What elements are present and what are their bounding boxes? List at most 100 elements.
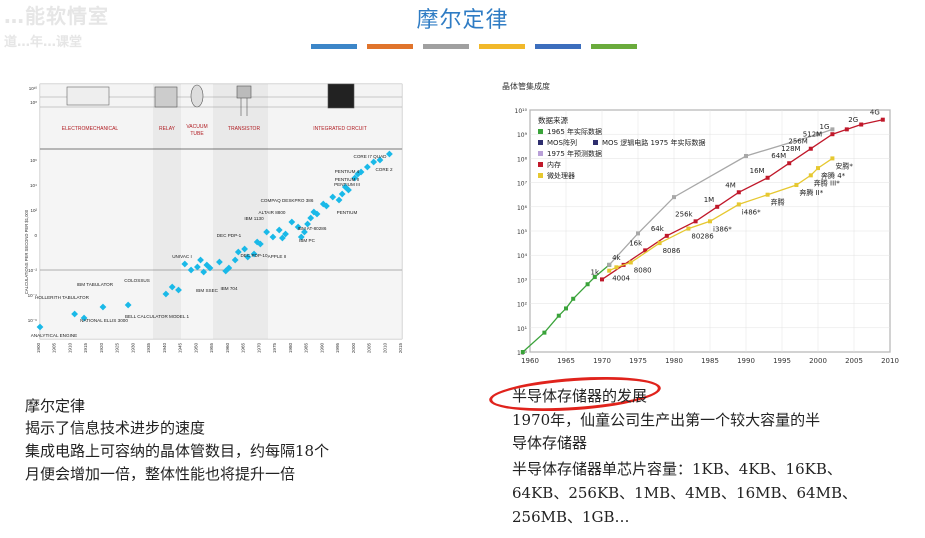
series-marker [830, 127, 835, 132]
x-tick-label: 1930 [130, 342, 135, 353]
x-tick-label: 1995 [335, 342, 340, 353]
data-point [193, 263, 201, 271]
series-marker [816, 166, 820, 171]
band-label: RELAY [159, 126, 176, 132]
relay-icon [154, 86, 178, 108]
y-axis-label: CALCULATIONS PER SECOND PER $1,000 [24, 209, 29, 294]
series-marker [765, 175, 770, 180]
point-label: 4k [612, 254, 621, 262]
x-tick-label: 1985 [701, 357, 719, 365]
y-tick-label: 10⁶ [30, 158, 37, 163]
series-marker [744, 153, 748, 158]
series-marker [693, 219, 698, 224]
legend-label: 1965 年实际数据 [547, 127, 602, 136]
series-marker [787, 161, 792, 166]
y-tick-label: 10¹⁰ [515, 108, 528, 115]
milestone-annotation: ANALYTICAL ENGINE [31, 333, 77, 338]
point-label: 4G [870, 109, 880, 117]
milestone-annotation: IBM 1130 [244, 216, 264, 221]
band-label: TUBE [190, 131, 204, 137]
x-tick-label: 1985 [304, 342, 309, 353]
data-point [175, 286, 182, 294]
legend-label: 1975 年预测数据 [547, 149, 602, 158]
data-point [225, 264, 233, 272]
right-text-line: 64KB、256KB、1MB、4MB、16MB、64MB、 [512, 484, 857, 502]
series-marker [542, 330, 547, 335]
legend-label: 微处理器 [547, 171, 575, 180]
data-point [234, 248, 242, 256]
series-marker [571, 296, 576, 301]
point-label: 奔腾 [771, 198, 785, 207]
series-marker [628, 260, 633, 265]
x-tick-label: 2005 [845, 357, 863, 365]
data-point [323, 202, 330, 210]
right-text-line: 半导体存储器单芯片容量：1KB、4KB、16KB、 [512, 460, 842, 478]
data-point [181, 260, 189, 268]
data-point [187, 266, 195, 274]
data-point [80, 314, 88, 322]
y-tick-label: 10⁷ [517, 181, 528, 188]
x-tick-label: 1905 [52, 342, 57, 353]
left-text-heading: 摩尔定律 [25, 397, 86, 415]
point-label: 256M [788, 138, 807, 146]
x-tick-label: 1980 [288, 342, 293, 353]
series-marker [808, 146, 813, 151]
y-tick-label: 10¹ [517, 326, 528, 333]
series-marker [808, 173, 813, 178]
point-label: 8080 [634, 266, 652, 274]
vacuum-tube-icon [190, 84, 204, 108]
x-tick-label: 1935 [146, 342, 151, 353]
series-marker [657, 241, 662, 246]
era-band [153, 84, 181, 339]
x-tick-label: 2000 [809, 357, 827, 365]
legend-label: MOS阵列 [547, 138, 577, 147]
milestone-annotation: IBM PC [299, 238, 316, 243]
milestone-annotation: CORE 2 [375, 167, 393, 172]
x-tick-label: 1965 [241, 342, 246, 353]
point-label: 16k [629, 239, 643, 247]
y-tick-label: 10² [30, 208, 37, 213]
series-marker [556, 313, 561, 318]
title-stripe [311, 44, 357, 49]
data-point [282, 230, 289, 238]
milestone-annotation: PENTIUM II [335, 177, 360, 182]
data-point [241, 245, 249, 253]
point-label: 2G [848, 116, 858, 124]
y-tick-label: 10⁻² [28, 268, 37, 273]
series-marker [607, 268, 612, 273]
x-tick-label: 1945 [178, 342, 183, 353]
point-label: 64M [771, 152, 786, 160]
series-marker [708, 219, 712, 224]
y-tick-label: 10⁶ [517, 205, 528, 212]
milestone-annotation: APPLE II [268, 254, 287, 259]
y-tick-label: 10⁻⁴ [28, 293, 37, 298]
title-stripe [479, 44, 525, 49]
y-tick-label: 10¹⁰ [29, 86, 38, 91]
watermark-logo: …能软情室 [4, 4, 109, 28]
data-point [244, 253, 252, 261]
milestone-annotation: UNIVAC I [172, 254, 192, 259]
data-point [297, 233, 305, 241]
x-tick-label: 1920 [99, 342, 104, 353]
y-tick-label: 10⁵ [517, 229, 528, 236]
milestone-annotation: COLOSSUS [124, 278, 150, 283]
data-point [197, 256, 204, 264]
legend-label: 内存 [547, 160, 561, 169]
band-label: TRANSISTOR [228, 126, 261, 132]
left-text-line: 揭示了信息技术进步的速度 [25, 419, 206, 437]
era-band [181, 84, 213, 339]
x-tick-label: 1940 [162, 342, 167, 353]
data-point [357, 168, 365, 176]
series-marker [686, 226, 691, 231]
x-tick-label: 1995 [773, 357, 791, 365]
y-tick-label: 10⁸ [30, 100, 37, 105]
band-label: INTEGRATED CIRCUIT [313, 126, 367, 132]
point-label: 奔腾 II* [799, 188, 823, 197]
point-label: i386* [713, 225, 732, 233]
x-tick-label: 1970 [256, 342, 261, 353]
era-band [40, 84, 153, 339]
legend-swatch [538, 173, 543, 178]
milestone-annotation: BELL CALCULATOR MODEL 1 [125, 314, 190, 319]
milestone-annotation: PENTIUM III [334, 182, 360, 187]
data-point [36, 323, 44, 331]
